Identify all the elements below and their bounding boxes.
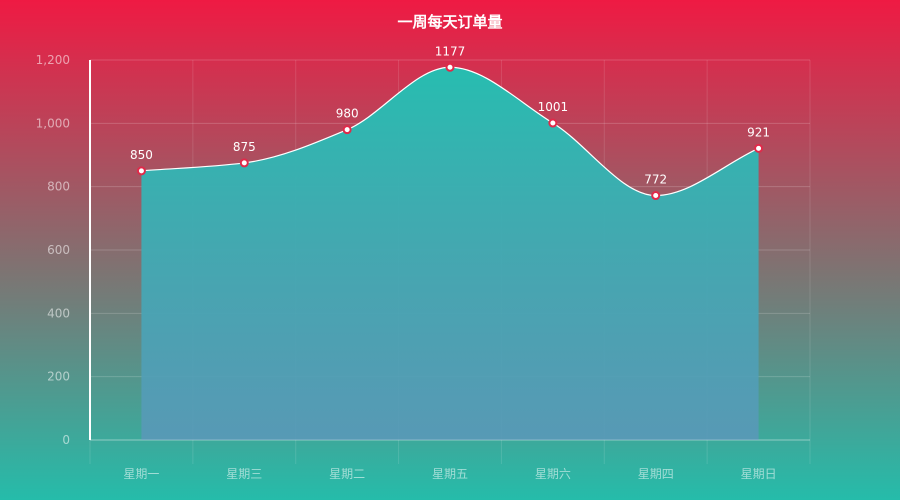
data-point <box>239 158 249 168</box>
label-layer: 850 875 980 1177 1001 772 921 <box>130 44 770 186</box>
x-tick-label: 星期日 <box>741 467 777 481</box>
y-tick-label: 1,000 <box>36 116 70 130</box>
y-tick-label: 400 <box>47 306 70 320</box>
x-tick-label: 星期五 <box>432 467 468 481</box>
data-label: 1001 <box>538 100 569 114</box>
data-label: 921 <box>747 125 770 139</box>
y-tick-label: 1,200 <box>36 53 70 67</box>
data-label: 1177 <box>435 44 466 58</box>
marker-layer <box>136 62 764 201</box>
series-area <box>141 67 759 440</box>
y-tick-label: 600 <box>47 243 70 257</box>
y-tick-label: 0 <box>62 433 70 447</box>
data-point <box>754 143 764 153</box>
x-tick-label: 星期一 <box>123 467 159 481</box>
axis-layer: 0 200 400 600 800 1,000 1,200 星期一 星期三 星期二 星期五 星期六 星期… <box>36 53 811 481</box>
data-label: 850 <box>130 148 153 162</box>
data-label: 772 <box>644 173 667 187</box>
data-point <box>136 166 146 176</box>
data-point <box>342 125 352 135</box>
data-label: 875 <box>233 140 256 154</box>
x-tick-label: 星期二 <box>329 467 365 481</box>
y-tick-label: 800 <box>47 180 70 194</box>
x-tick-label: 星期四 <box>638 467 674 481</box>
data-point <box>548 118 558 128</box>
x-tick-label: 星期三 <box>226 467 262 481</box>
data-point <box>445 62 455 72</box>
y-tick-label: 200 <box>47 370 70 384</box>
data-label: 980 <box>336 107 359 121</box>
x-tick-label: 星期六 <box>535 467 571 481</box>
data-point <box>651 191 661 201</box>
chart-title: 一周每天订单量 <box>397 13 502 31</box>
